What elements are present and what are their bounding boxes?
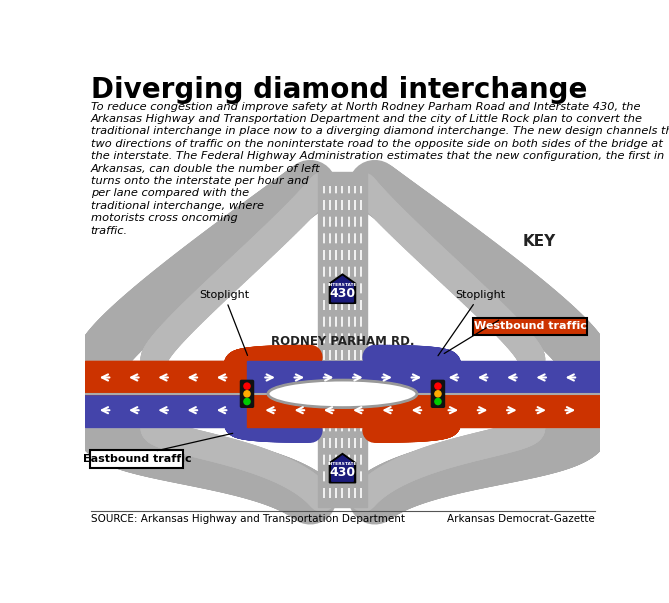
FancyBboxPatch shape — [240, 380, 254, 407]
Circle shape — [435, 399, 441, 405]
Circle shape — [435, 383, 441, 389]
FancyBboxPatch shape — [432, 380, 444, 407]
Ellipse shape — [268, 380, 417, 408]
Text: Stoplight: Stoplight — [199, 289, 249, 355]
Circle shape — [244, 391, 250, 397]
Text: Stoplight: Stoplight — [438, 289, 505, 356]
Text: To reduce congestion and improve safety at North Rodney Parham Road and Intersta: To reduce congestion and improve safety … — [91, 102, 669, 236]
Polygon shape — [332, 456, 353, 481]
Text: KEY: KEY — [523, 234, 556, 249]
Bar — [86, 394, 247, 426]
FancyBboxPatch shape — [473, 318, 587, 335]
Bar — [86, 361, 247, 394]
Text: 430: 430 — [329, 466, 355, 479]
Bar — [86, 361, 601, 426]
Text: Diverging diamond interchange: Diverging diamond interchange — [91, 76, 587, 104]
Text: INTERSTATE: INTERSTATE — [328, 283, 357, 287]
Polygon shape — [332, 276, 353, 302]
Text: INTERSTATE: INTERSTATE — [328, 463, 357, 466]
Text: SOURCE: Arkansas Highway and Transportation Department: SOURCE: Arkansas Highway and Transportat… — [91, 514, 405, 523]
Bar — [247, 361, 438, 394]
Circle shape — [244, 383, 250, 389]
FancyBboxPatch shape — [90, 450, 183, 468]
Text: Westbound traffic: Westbound traffic — [474, 321, 587, 332]
Polygon shape — [329, 453, 355, 483]
Bar — [318, 426, 367, 507]
Polygon shape — [329, 274, 355, 303]
Circle shape — [244, 399, 250, 405]
Text: 430: 430 — [329, 287, 355, 300]
Text: Eastbound traffic: Eastbound traffic — [82, 454, 191, 464]
Bar — [438, 394, 601, 426]
Polygon shape — [86, 361, 243, 394]
Bar — [247, 394, 438, 426]
Bar — [438, 361, 601, 394]
Bar — [318, 172, 367, 361]
Text: RODNEY PARHAM RD.: RODNEY PARHAM RD. — [271, 335, 414, 349]
Circle shape — [435, 391, 441, 397]
Text: Arkansas Democrat-Gazette: Arkansas Democrat-Gazette — [448, 514, 595, 523]
